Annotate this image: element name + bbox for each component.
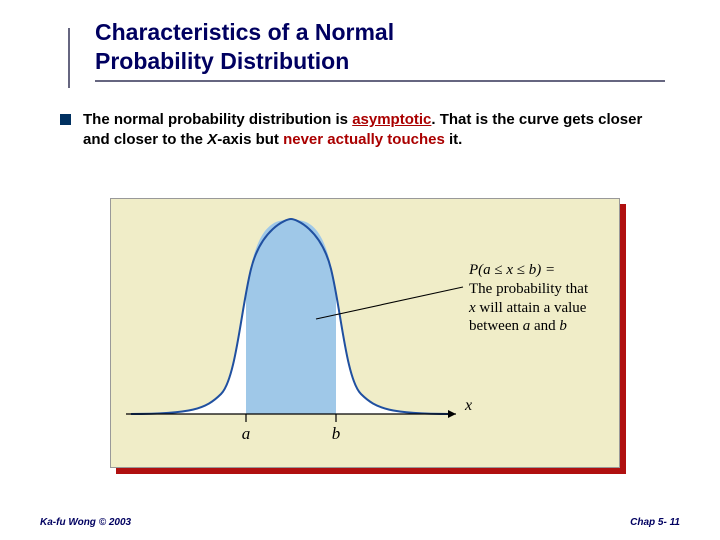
bullet-block: The normal probability distribution is a… [60, 110, 660, 151]
x-axis-arrow [448, 410, 456, 418]
bullet-text: The normal probability distribution is a… [83, 110, 660, 151]
title-vertical-rule [68, 28, 70, 88]
annotation-box: P(a ≤ x ≤ b) = The probability that x wi… [469, 261, 619, 336]
annot-line3: x will attain a value [469, 299, 619, 318]
term-never: never actually touches [283, 131, 445, 148]
annot-line4: between a and b [469, 317, 619, 336]
x-variable: X [207, 131, 217, 148]
title-line1: Characteristics of a Normal [95, 19, 394, 45]
title-block: Characteristics of a Normal Probability … [95, 18, 655, 82]
figure: a b x P(a ≤ x ≤ b) = The probability tha… [110, 198, 626, 474]
bullet-marker [60, 114, 71, 125]
bullet-item: The normal probability distribution is a… [60, 110, 660, 151]
figure-panel: a b x P(a ≤ x ≤ b) = The probability tha… [110, 198, 620, 468]
title-line2: Probability Distribution [95, 48, 349, 74]
annot-line2: The probability that [469, 280, 619, 299]
term-asymptotic: asymptotic [352, 111, 431, 128]
bullet-pre: The normal probability distribution is [83, 111, 352, 128]
bullet-post: it. [445, 131, 463, 148]
page-title: Characteristics of a Normal Probability … [95, 18, 655, 76]
label-x: x [464, 397, 472, 414]
shaded-region [246, 220, 336, 414]
footer-right: Chap 5- 11 [630, 517, 680, 528]
title-underline [95, 80, 665, 82]
bullet-mid2: -axis but [217, 131, 283, 148]
footer-left: Ka-fu Wong © 2003 [40, 517, 131, 528]
annot-line1: P(a ≤ x ≤ b) = [469, 261, 619, 280]
label-b: b [332, 424, 341, 443]
label-a: a [242, 424, 251, 443]
